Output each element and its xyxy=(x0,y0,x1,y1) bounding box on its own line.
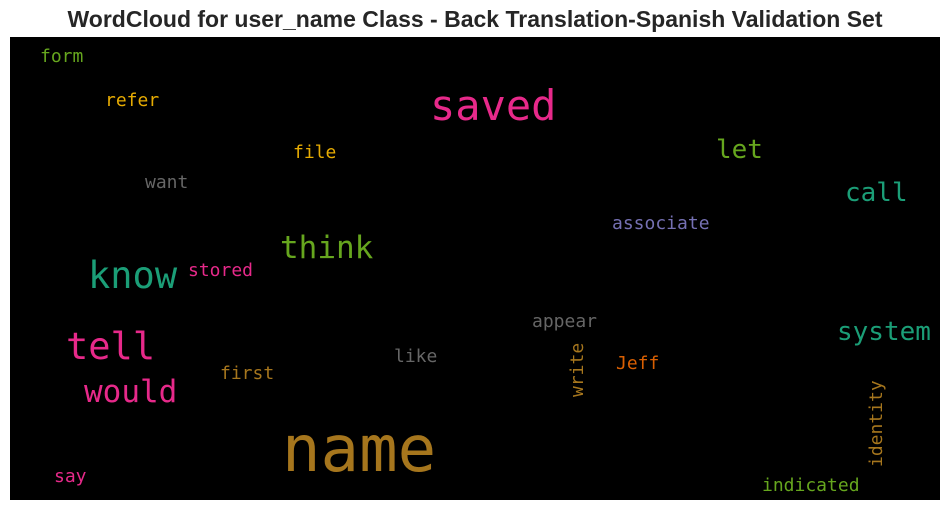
word-indicated: indicated xyxy=(762,475,860,496)
word-first: first xyxy=(220,363,275,384)
word-associate: associate xyxy=(612,213,710,234)
word-stored: stored xyxy=(188,260,254,281)
chart-title: WordCloud for user_name Class - Back Tra… xyxy=(67,6,883,32)
word-write: write xyxy=(567,342,588,397)
word-call: call xyxy=(845,178,908,208)
word-want: want xyxy=(145,172,189,193)
word-would: would xyxy=(84,374,178,410)
word-appear: appear xyxy=(532,311,598,332)
word-saved: saved xyxy=(430,81,557,130)
word-jeff: Jeff xyxy=(616,353,660,374)
word-refer: refer xyxy=(105,90,160,111)
word-name: name xyxy=(282,413,437,487)
word-system: system xyxy=(837,317,931,347)
word-like: like xyxy=(394,346,438,367)
word-think: think xyxy=(280,230,374,266)
word-identity: identity xyxy=(866,380,887,467)
word-know: know xyxy=(88,254,178,297)
word-cloud-canvas: name saved know tell think would system … xyxy=(10,37,940,500)
word-file: file xyxy=(293,142,337,163)
word-say: say xyxy=(54,466,87,487)
word-form: form xyxy=(40,46,84,67)
word-let: let xyxy=(716,135,763,165)
word-tell: tell xyxy=(66,325,156,368)
